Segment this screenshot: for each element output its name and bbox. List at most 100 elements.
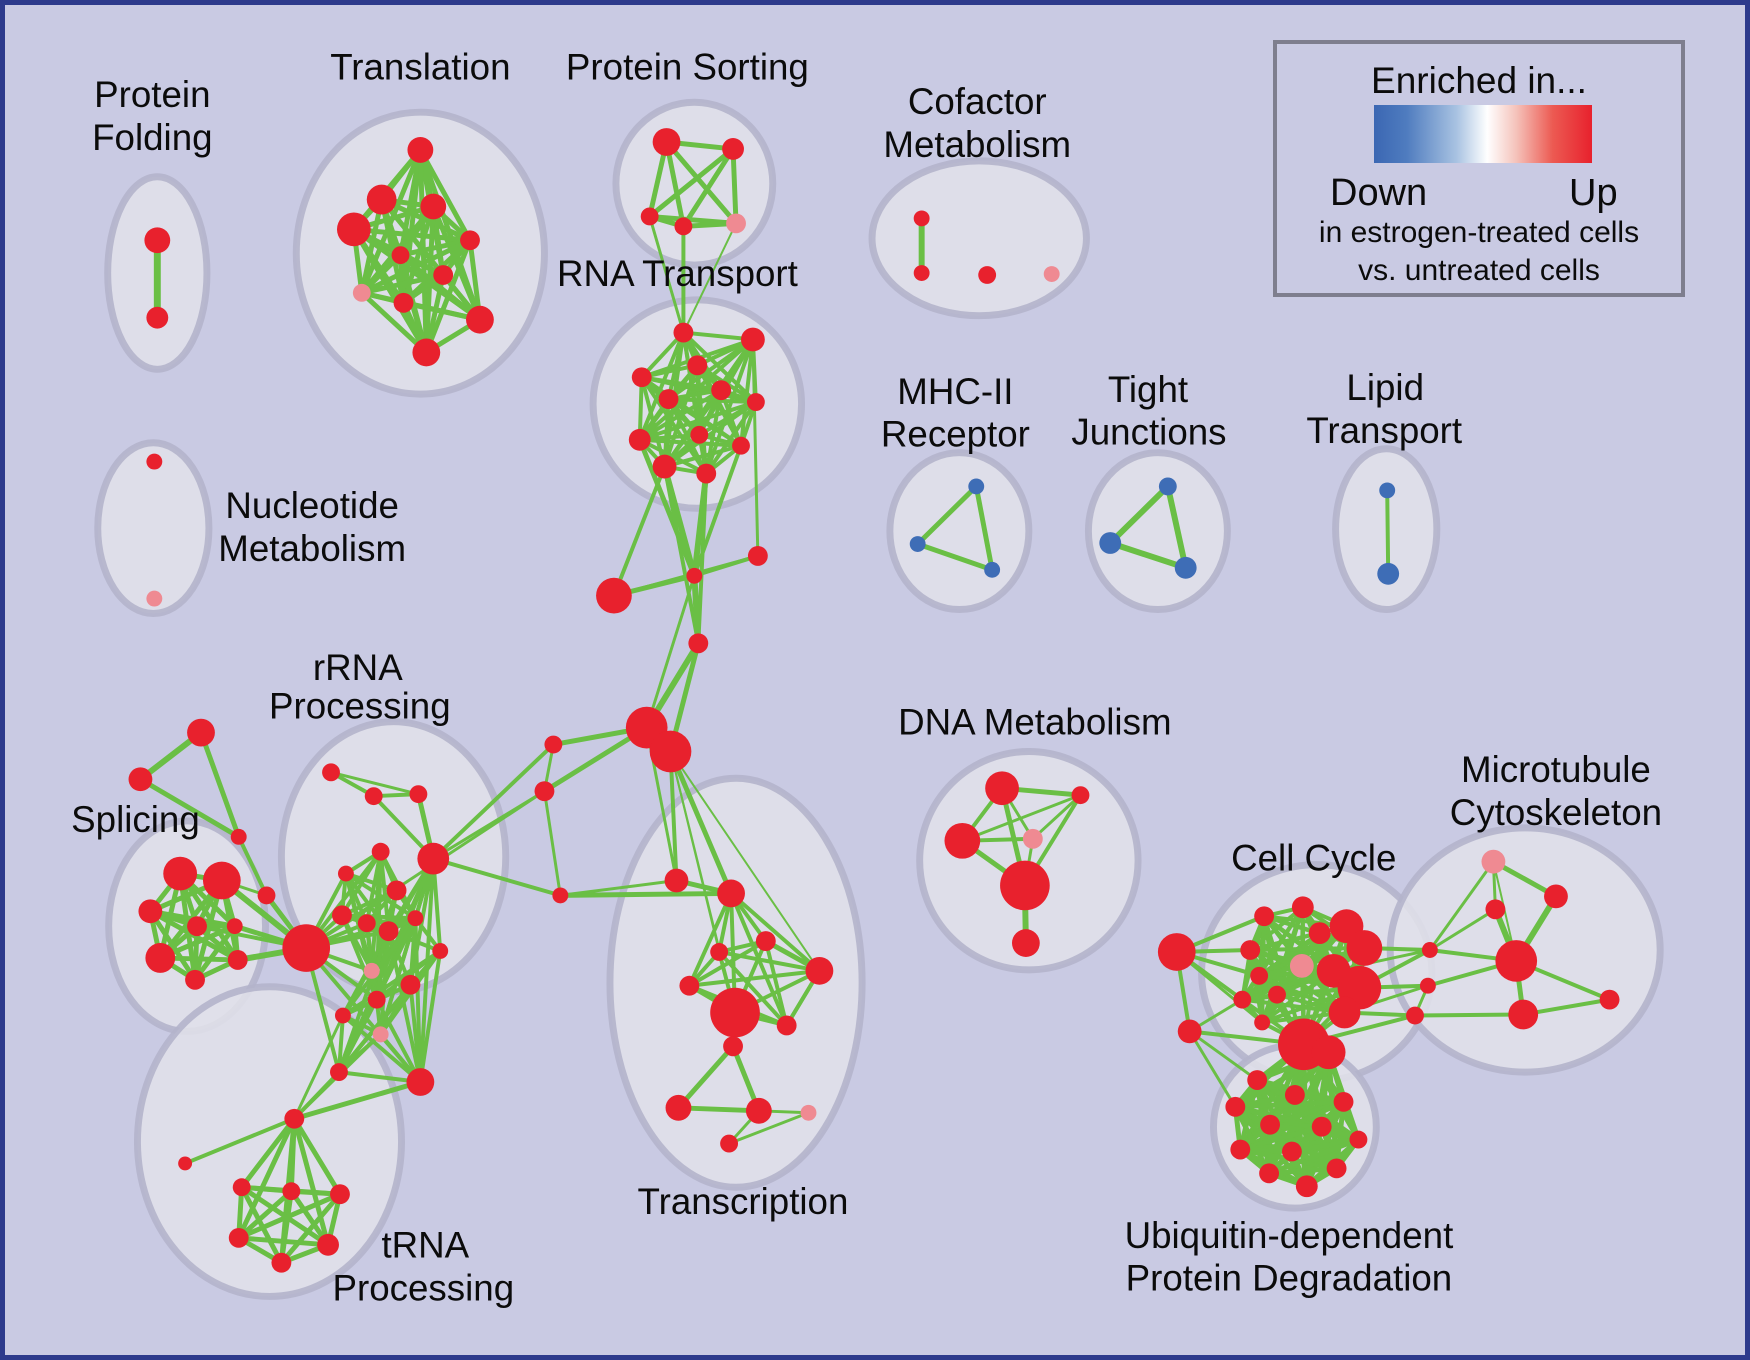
node-lt2	[1377, 562, 1400, 585]
edge-tr0-tr5	[236, 1116, 297, 1241]
edge-mh1-mh2	[915, 483, 979, 547]
edge-mh2-mh3	[915, 541, 995, 573]
node-tl1	[407, 137, 434, 163]
cluster-ellipse-protein-sorting	[612, 98, 777, 269]
edge-tx3-tx8	[763, 939, 789, 1028]
node-tx1	[664, 868, 689, 893]
node-mt1	[1481, 849, 1506, 874]
cluster-label-nucleotide-metabolism-line1: Nucleotide	[225, 485, 398, 526]
node-tj1	[1158, 477, 1177, 496]
node-cc8	[1240, 940, 1261, 960]
edge-ps5-rt1	[682, 222, 738, 334]
node-mt4	[1495, 940, 1538, 982]
cluster-label-lipid-transport-line2: Transport	[1306, 410, 1462, 451]
edge-tl4-tl10	[430, 204, 483, 323]
node-ch2	[747, 545, 768, 566]
node-mt2	[1544, 884, 1568, 909]
edge-tx2-tx6	[687, 891, 734, 988]
cluster-label-protein-folding-line2: Folding	[92, 117, 212, 158]
node-ub7	[1349, 1130, 1368, 1149]
cluster-label-translation-line1: Translation	[330, 46, 510, 87]
edge-tx4-tx8	[717, 950, 789, 1028]
node-tj2	[1099, 532, 1122, 554]
edge-tj2-tj3	[1107, 540, 1189, 571]
node-tx11	[745, 1097, 772, 1124]
node-sp4	[187, 916, 207, 937]
legend-title: Enriched in...	[1371, 60, 1587, 101]
cluster-label-trna-processing-line2: Processing	[333, 1267, 515, 1308]
node-mt5	[1508, 999, 1539, 1030]
node-dm1	[985, 771, 1019, 806]
edge-lt1-lt2	[1385, 488, 1391, 576]
edge-mh1-mh3	[973, 483, 995, 573]
edge-ch9-tx1	[558, 879, 678, 897]
edge-tx2-tx5	[729, 891, 822, 973]
node-sp1	[163, 856, 198, 891]
edge-ch9-rr7	[431, 856, 563, 898]
node-cc18	[1311, 1035, 1346, 1070]
node-cc15	[1254, 1014, 1271, 1031]
node-ps5	[726, 213, 746, 234]
node-tx6	[679, 975, 700, 996]
edge-tr0-rr18	[291, 1079, 423, 1122]
edge-hub-rr18	[304, 946, 423, 1085]
node-mt3	[1485, 899, 1506, 920]
node-dm5	[1000, 860, 1050, 911]
node-tx2	[717, 879, 745, 908]
node-tl7	[433, 265, 454, 285]
node-ub6	[1311, 1116, 1332, 1137]
node-rr10	[378, 921, 399, 942]
node-tr4	[330, 1184, 350, 1205]
node-dm3	[944, 822, 981, 859]
node-mh2	[909, 536, 926, 552]
node-ps1	[652, 128, 681, 156]
edge-ch6-tx5	[669, 750, 821, 972]
node-tl8	[352, 283, 371, 302]
edge-ch6-tx2	[668, 748, 734, 896]
node-ub9	[1281, 1141, 1302, 1162]
node-tl4	[420, 193, 447, 220]
edge-tr5-tr6	[236, 1235, 331, 1248]
node-tx8	[776, 1015, 797, 1036]
edge-cc6-cc8	[1248, 931, 1322, 952]
edge-dm2-dm4	[1031, 793, 1082, 841]
node-rr8	[332, 905, 352, 926]
node-rr18	[406, 1068, 435, 1096]
edge-rr14-rr17	[336, 997, 379, 1075]
node-rt10	[732, 436, 750, 455]
cluster-ellipse-cofactor-metabolism	[868, 157, 1090, 320]
node-mtj3	[1406, 1006, 1424, 1025]
node-tx3	[755, 931, 776, 951]
node-sp6	[145, 943, 176, 973]
edge-ub7-ub10	[1266, 1137, 1361, 1176]
node-dm4	[1022, 828, 1043, 849]
node-sp2	[202, 861, 241, 900]
node-sp5	[226, 918, 243, 935]
node-cc1	[1157, 933, 1196, 971]
node-cc2	[1177, 1019, 1202, 1044]
node-ch4	[688, 633, 709, 654]
edge-rt2-ch2	[751, 338, 760, 558]
legend-gradient-bar	[1374, 105, 1592, 163]
node-tx13	[720, 1134, 739, 1153]
node-rt5	[711, 380, 732, 401]
node-mtj1	[1421, 942, 1438, 958]
edge-cc4-cc8	[1248, 905, 1305, 952]
edge-tl6-tl8	[359, 252, 403, 296]
cluster-label-splicing-line1: Splicing	[71, 799, 200, 840]
node-ch3	[596, 577, 632, 614]
node-ps3	[640, 207, 659, 226]
node-rr4	[371, 842, 390, 861]
edge-ch1-ch5	[645, 574, 696, 730]
edge-ft1-ft3	[198, 730, 242, 840]
cluster-label-mhc-ii-receptor-line1: MHC-II	[897, 371, 1013, 412]
node-dm2	[1071, 786, 1090, 805]
node-tl5	[460, 230, 480, 251]
node-cc7	[1346, 930, 1383, 966]
legend-subtitle-line1: in estrogen-treated cells	[1318, 216, 1640, 249]
node-tl10	[466, 305, 494, 334]
edge-tj1-tj3	[1164, 483, 1189, 571]
edge-tx5-tx6	[687, 968, 822, 988]
node-ch7	[544, 735, 563, 754]
